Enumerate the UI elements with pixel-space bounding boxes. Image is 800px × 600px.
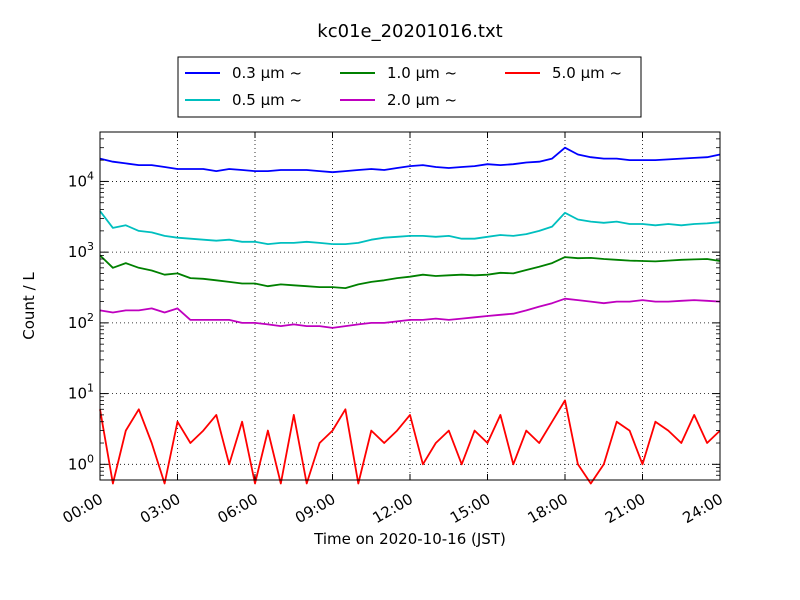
y-tick-label: 102 xyxy=(68,311,94,332)
x-axis-tick-labels: 00:00 03:00 06:00 09:00 12:00 15:00 18:00 21:00… xyxy=(60,490,726,527)
y-tick-label: 100 xyxy=(68,452,94,473)
series-line-3 xyxy=(99,254,721,290)
series-line-5 xyxy=(99,399,721,485)
legend-label-5: 5.0 µm ~ xyxy=(552,64,622,82)
y-tick-label: 103 xyxy=(68,240,94,261)
x-tick-label: 21:00 xyxy=(602,490,648,527)
legend: 0.3 µm ~ 0.5 µm ~ 1.0 µm ~ 2.0 µm ~ 5.0 µm ~ xyxy=(177,56,642,118)
series-line-2 xyxy=(99,210,721,246)
legend-label-1: 0.3 µm ~ xyxy=(232,64,302,82)
series-lines xyxy=(99,146,721,485)
x-tick-label: 06:00 xyxy=(215,490,261,527)
y-axis-label: Count / L xyxy=(20,272,38,340)
series-line-1 xyxy=(99,146,721,174)
axis-ticks xyxy=(99,131,721,481)
x-tick-label: 03:00 xyxy=(137,490,183,527)
y-tick-label: 101 xyxy=(68,382,94,403)
x-axis-label: Time on 2020-10-16 (JST) xyxy=(313,530,506,548)
legend-label-4: 2.0 µm ~ xyxy=(387,91,457,109)
x-tick-label: 09:00 xyxy=(292,490,338,527)
y-axis-tick-labels: 100 101 102 103 104 xyxy=(68,169,94,473)
legend-label-2: 0.5 µm ~ xyxy=(232,91,302,109)
y-tick-label: 104 xyxy=(68,169,94,190)
legend-label-3: 1.0 µm ~ xyxy=(387,64,457,82)
chart-title: kc01e_20201016.txt xyxy=(317,21,502,42)
x-tick-label: 15:00 xyxy=(447,490,493,527)
x-tick-label: 12:00 xyxy=(370,490,416,527)
legend-box xyxy=(177,56,642,118)
x-tick-label: 00:00 xyxy=(60,490,106,527)
series-line-4 xyxy=(99,297,721,329)
x-tick-label: 24:00 xyxy=(680,490,726,527)
x-tick-label: 18:00 xyxy=(525,490,571,527)
grid xyxy=(100,132,720,480)
